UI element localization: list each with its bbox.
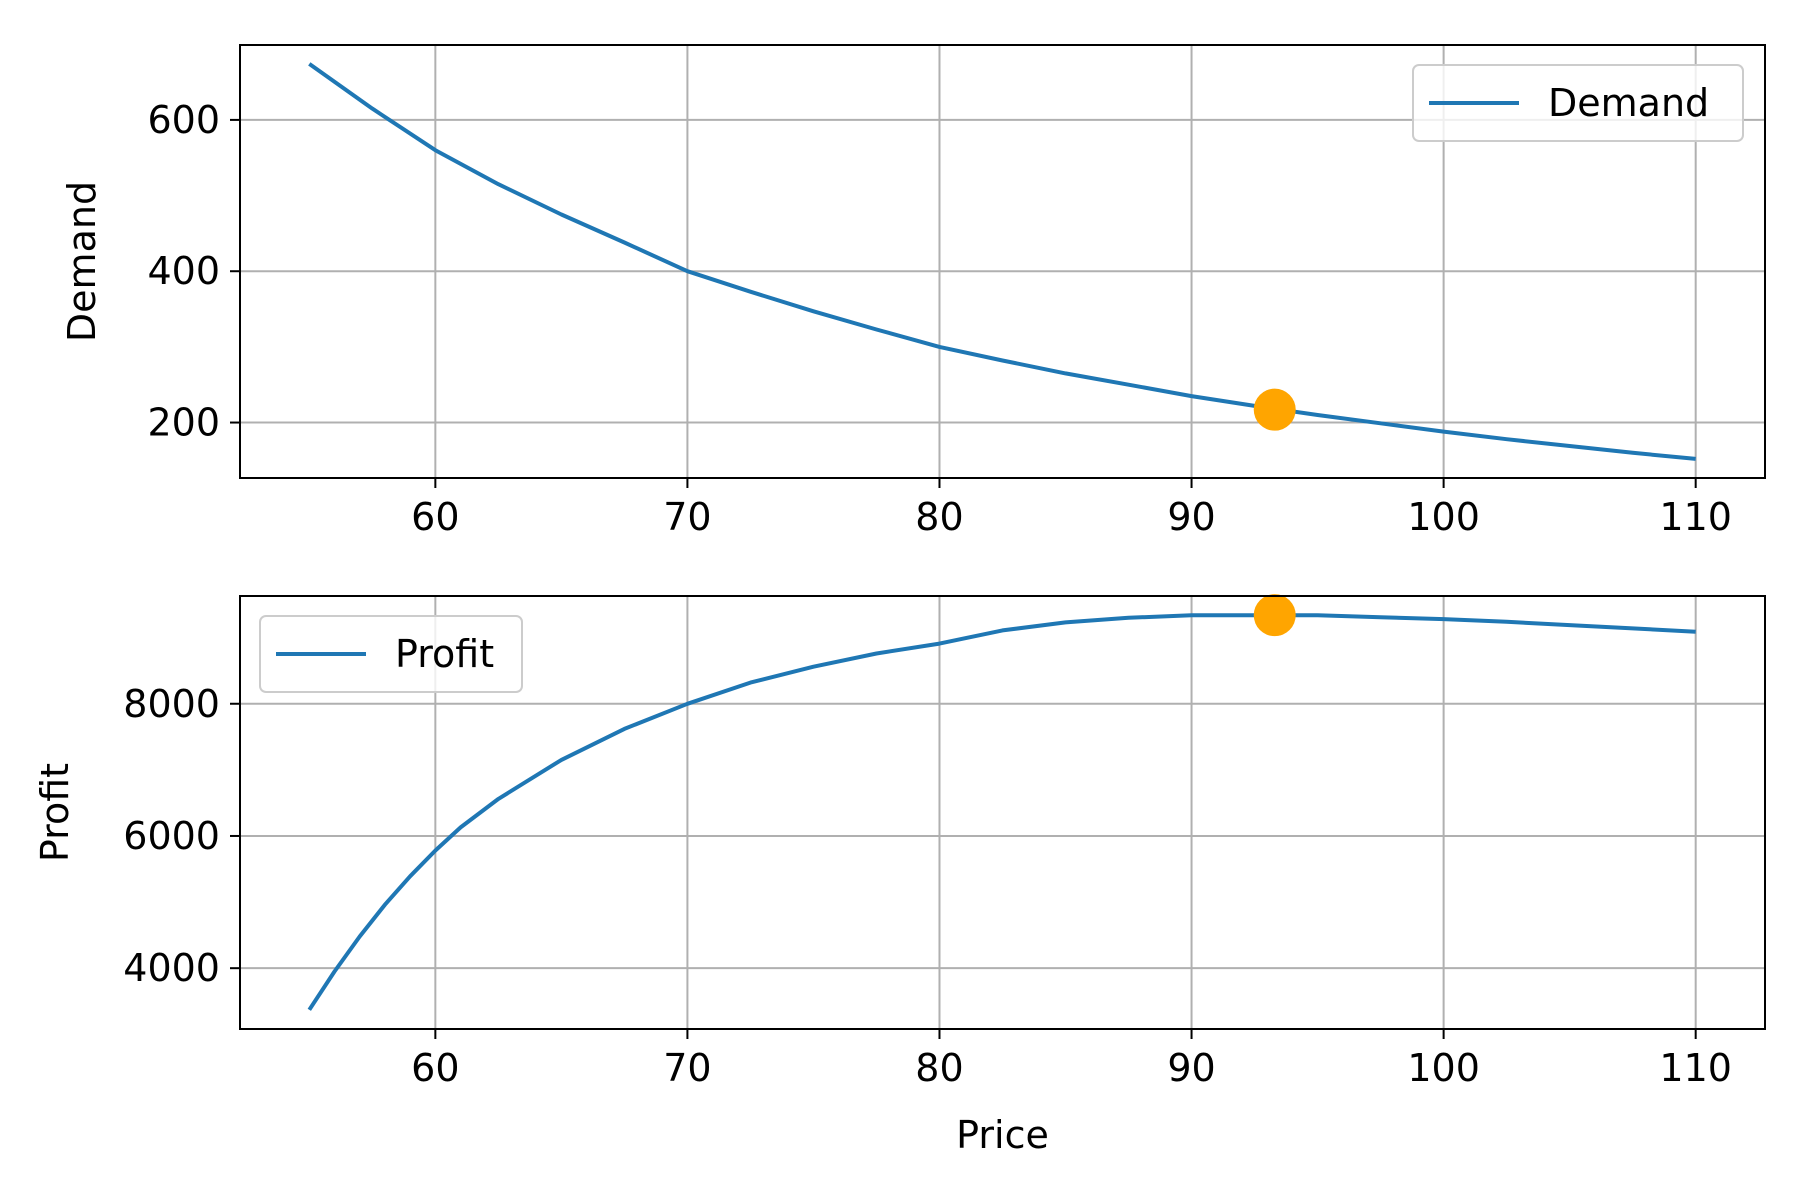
profit-x-tick-label: 60 [411,1046,459,1090]
profit-x-tick-label: 90 [1167,1046,1215,1090]
profit-optimum-marker [1253,594,1296,637]
demand-chart: 60 70 80 90 100 110 200 400 600 Demand Demand [60,44,1766,539]
profit-series-line [307,613,1696,1011]
demand-legend-label: Demand [1548,81,1709,125]
profit-x-tick-label: 110 [1659,1046,1732,1090]
profit-grid [240,596,1765,1029]
demand-x-tick-label: 110 [1659,495,1732,539]
demand-y-tick-label: 400 [147,249,220,293]
demand-optimum-marker [1253,388,1296,431]
demand-x-tick-label: 80 [915,495,963,539]
profit-y-tick-label: 8000 [123,682,220,726]
demand-x-tick-label: 90 [1167,495,1215,539]
profit-plot-area [307,594,1696,1011]
demand-y-tick-label: 600 [147,98,220,142]
demand-y-axis-label: Demand [60,181,104,342]
profit-x-tick-label: 80 [915,1046,963,1090]
profit-y-tick-label: 6000 [123,814,220,858]
profit-y-tick-label: 4000 [123,946,220,990]
profit-legend-label: Profit [395,632,494,676]
demand-series-line [308,62,1696,461]
demand-x-tick-label: 70 [663,495,711,539]
demand-x-tick-label: 100 [1407,495,1480,539]
demand-ticks: 60 70 80 90 100 110 200 400 600 [147,98,1731,539]
demand-y-tick-label: 200 [147,401,220,445]
profit-legend-box [259,615,523,693]
profit-axes-frame [239,595,1766,1030]
demand-legend: Demand [1412,64,1744,142]
demand-legend-box [1412,64,1744,142]
profit-x-tick-label: 100 [1407,1046,1480,1090]
profit-legend: Profit [259,615,523,693]
profit-y-axis-label: Profit [33,763,77,862]
profit-ticks: 60 70 80 90 100 110 4000 6000 8000 [123,682,1732,1090]
profit-x-axis-label: Price [956,1113,1049,1157]
demand-plot-area [308,62,1696,461]
profit-x-tick-label: 70 [663,1046,711,1090]
demand-axes-frame [239,44,1766,479]
demand-x-tick-label: 60 [411,495,459,539]
